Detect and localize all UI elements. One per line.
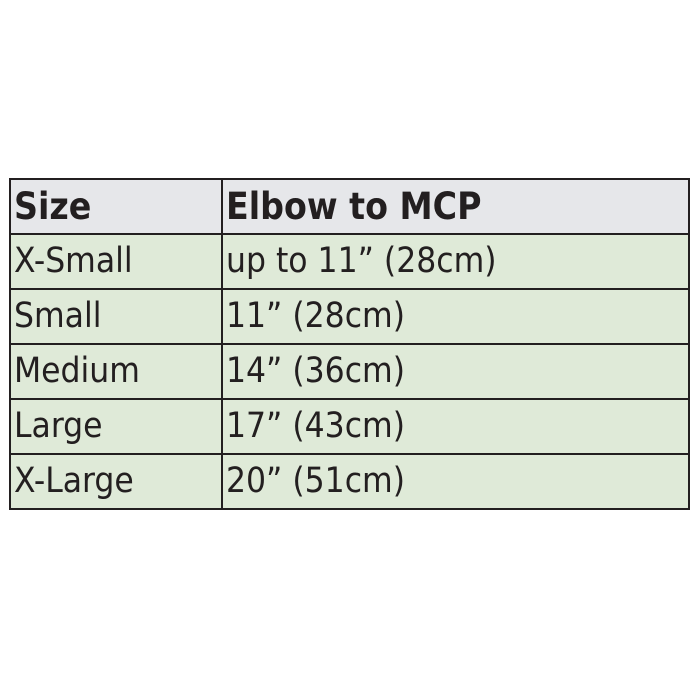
size-chart-table: Size Elbow to MCP X-Small up to 11” (28c… — [9, 178, 690, 510]
size-cell: Small — [9, 288, 223, 345]
measurement-cell: 17” (43cm) — [221, 398, 690, 455]
table-row: Large 17” (43cm) — [9, 398, 690, 455]
size-cell: X-Large — [9, 453, 223, 510]
size-cell: X-Small — [9, 233, 223, 290]
size-cell: Large — [9, 398, 223, 455]
measurement-cell: 14” (36cm) — [221, 343, 690, 400]
table-row: Medium 14” (36cm) — [9, 343, 690, 400]
table-row: Small 11” (28cm) — [9, 288, 690, 345]
table-row: X-Small up to 11” (28cm) — [9, 233, 690, 290]
header-size: Size — [9, 178, 223, 235]
header-row: Size Elbow to MCP — [9, 178, 690, 235]
size-cell: Medium — [9, 343, 223, 400]
measurement-cell: up to 11” (28cm) — [221, 233, 690, 290]
measurement-cell: 20” (51cm) — [221, 453, 690, 510]
measurement-cell: 11” (28cm) — [221, 288, 690, 345]
table-row: X-Large 20” (51cm) — [9, 453, 690, 510]
header-elbow-to-mcp: Elbow to MCP — [221, 178, 690, 235]
